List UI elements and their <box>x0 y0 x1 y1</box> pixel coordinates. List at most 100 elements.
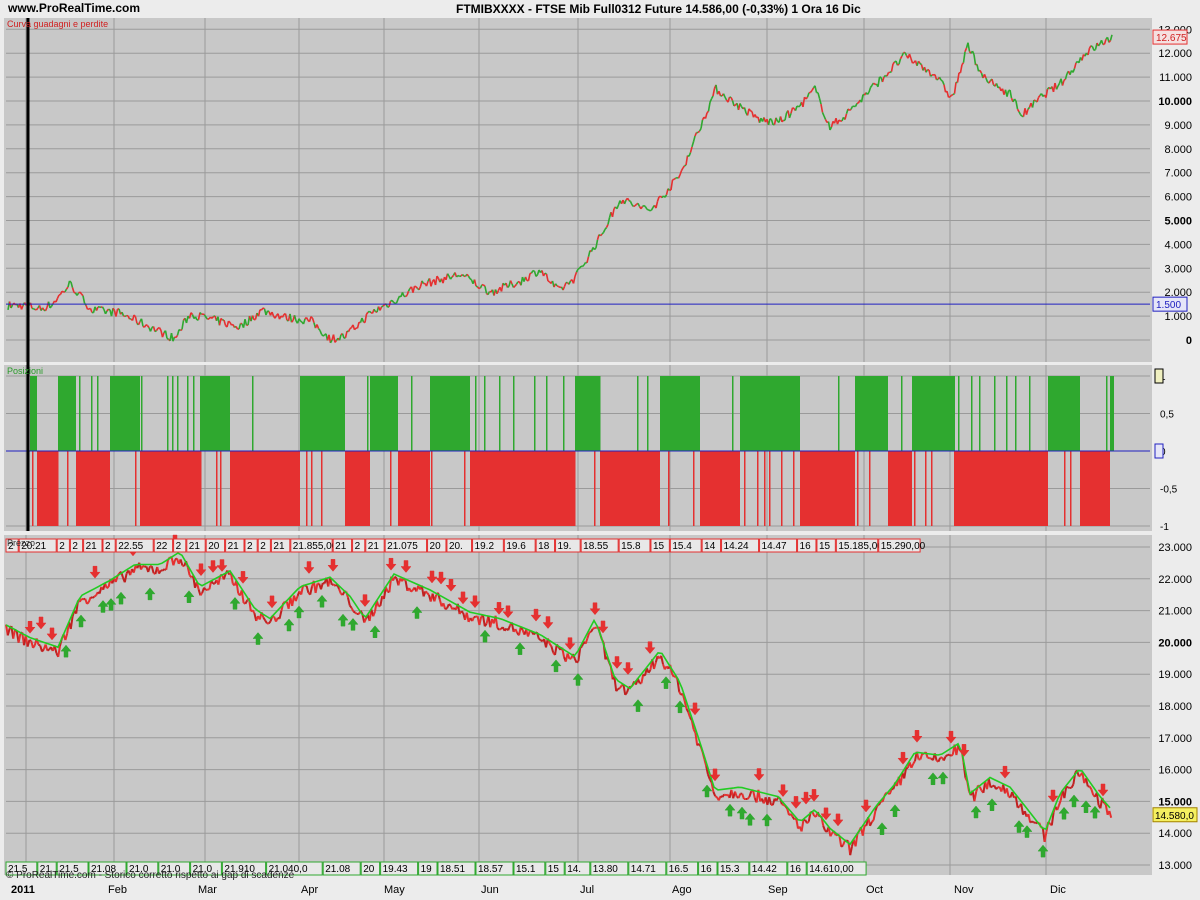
equity-segment <box>648 209 651 212</box>
price-segment <box>460 610 464 614</box>
buy-arrow <box>889 804 901 817</box>
stop-label-box <box>816 538 836 553</box>
target-label-box <box>513 861 546 876</box>
buy-arrow <box>337 613 349 627</box>
equity-segment <box>689 146 693 153</box>
short-position-bar <box>600 451 660 526</box>
equity-segment <box>310 316 314 319</box>
price-segment <box>937 757 942 763</box>
long-position-sliver <box>979 376 981 451</box>
equity-segment <box>1019 114 1023 117</box>
equity-segment <box>697 130 701 134</box>
stop-label: 21.075 <box>387 541 418 552</box>
equity-segment <box>542 272 546 277</box>
buy-arrow <box>115 591 127 605</box>
price-segment <box>378 604 381 608</box>
equity-segment <box>176 329 180 336</box>
equity-segment <box>547 280 550 283</box>
equity-segment <box>251 315 255 320</box>
equity-segment <box>790 107 794 114</box>
price-segment <box>1020 803 1024 815</box>
equity-segment <box>267 310 270 313</box>
buy-arrow <box>479 629 491 643</box>
long-position-bar <box>30 376 37 451</box>
long-position-sliver <box>411 376 413 451</box>
equity-segment <box>365 311 369 315</box>
price-segment <box>1088 785 1093 790</box>
equity-segment <box>115 309 119 317</box>
equity-segment <box>35 307 39 311</box>
long-position-sliver <box>116 376 118 451</box>
sell-arrow <box>911 730 923 743</box>
equity-tick-label: 7.000 <box>1164 168 1192 180</box>
equity-segment <box>854 103 858 107</box>
chart-title: FTMIBXXXX - FTSE Mib Full0312 Future 14.… <box>456 2 861 16</box>
target-label-box <box>5 861 38 876</box>
short-position-sliver <box>264 451 266 526</box>
month-label: Jul <box>580 884 594 896</box>
stop-label: 2 <box>260 541 266 552</box>
sell-arrow <box>808 789 820 802</box>
target-label-box <box>749 861 788 876</box>
equity-segment <box>515 281 519 285</box>
long-position-bar <box>1110 376 1114 451</box>
stop-label-box <box>446 538 473 553</box>
site-name[interactable]: www.ProRealTime.com <box>8 1 141 15</box>
stop-label-box <box>270 538 291 553</box>
buy-arrow <box>927 772 939 786</box>
month-label: Ago <box>672 884 692 896</box>
target-label-box <box>590 861 629 876</box>
equity-segment <box>967 42 971 52</box>
short-position-sliver <box>32 451 34 526</box>
price-segment <box>775 796 780 802</box>
price-segment <box>383 587 387 599</box>
equity-segment <box>506 285 510 289</box>
stop-label-box <box>701 538 722 553</box>
target-label: 15.1 <box>516 864 536 875</box>
long-position-sliver <box>454 376 456 451</box>
price-segment <box>566 653 571 660</box>
equity-segment <box>889 70 892 74</box>
equity-segment <box>616 204 620 210</box>
equity-segment <box>706 110 710 114</box>
price-segment <box>919 753 924 760</box>
long-position-sliver <box>167 376 169 451</box>
equity-segment <box>545 273 549 282</box>
equity-segment <box>175 334 179 338</box>
price-segment <box>329 577 333 585</box>
equity-segment <box>602 229 606 233</box>
price-segment <box>81 597 84 601</box>
price-tick-label: 21.000 <box>1158 606 1192 618</box>
stop-label-box <box>332 538 353 553</box>
equity-segment <box>908 53 912 59</box>
equity-segment <box>82 295 86 304</box>
stop-label-box <box>650 538 670 553</box>
equity-segment <box>124 314 127 318</box>
sell-arrow <box>589 602 601 616</box>
equity-segment <box>587 250 591 257</box>
equity-segment <box>633 205 636 208</box>
target-label: 21.040,0 <box>269 864 308 875</box>
price-segment <box>235 580 240 594</box>
stop-label-box <box>102 538 116 553</box>
buy-arrow <box>701 784 713 798</box>
stop-label: 21 <box>335 541 347 552</box>
short-position-sliver <box>464 451 466 526</box>
month-label: Apr <box>301 884 318 896</box>
buy-arrow <box>411 606 423 619</box>
sell-arrow <box>790 796 802 809</box>
short-position-sliver <box>724 451 726 526</box>
equity-segment <box>229 321 233 326</box>
equity-segment <box>949 94 953 98</box>
short-position-sliver <box>925 451 927 526</box>
equity-segment <box>328 334 332 344</box>
equity-segment <box>1055 85 1059 90</box>
price-segment <box>912 760 916 765</box>
equity-segment <box>661 195 665 199</box>
stop-label-box <box>69 538 84 553</box>
target-label-box <box>564 861 591 876</box>
equity-segment <box>161 332 165 338</box>
equity-segment <box>988 80 992 84</box>
buy-arrow <box>572 673 584 686</box>
